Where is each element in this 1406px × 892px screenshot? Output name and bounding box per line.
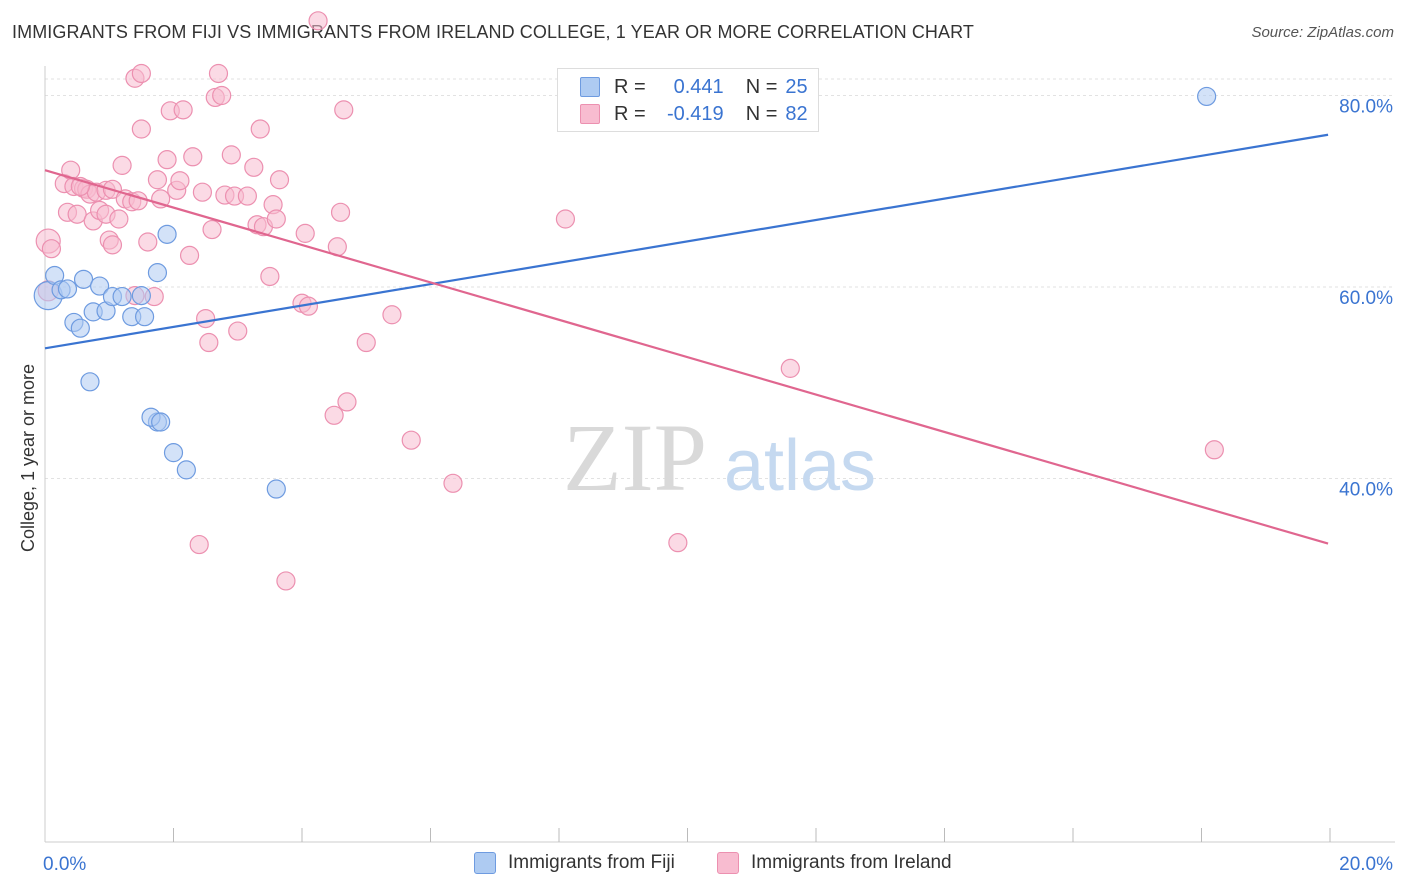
data-point-fiji [131,286,151,306]
data-point-ireland [157,150,177,170]
data-point-ireland [189,534,209,555]
source-label: Source: ZipAtlas.com [1251,24,1394,41]
data-point-ireland [179,245,200,266]
data-point-ireland [260,266,280,287]
legend-n-value: 25 [785,75,808,98]
data-point-fiji [73,269,94,289]
legend-swatch-fiji [580,77,600,97]
tick-labels: 100.0%80.0%60.0%40.0%0.0%20.0% [43,97,1393,876]
data-point-fiji [80,372,100,392]
y-tick-label: 80.0% [1339,97,1393,118]
data-point-ireland [295,223,315,243]
data-point-ireland [266,209,286,229]
y-tick-label: 40.0% [1339,480,1393,501]
data-point-ireland [324,405,344,425]
trend-line-fiji [44,133,1329,350]
data-point-ireland [102,235,123,255]
data-point-ireland [147,170,168,190]
data-point-ireland [330,202,351,222]
data-point-ireland [196,308,216,329]
data-point-ireland [138,232,158,252]
legend-row-fiji: R = 0.441 N = 25 [580,75,808,99]
legend-n-label: N = [745,102,778,125]
data-point-ireland [41,239,62,259]
legend-r-label: R = [614,102,646,125]
data-point-ireland [244,157,264,177]
data-point-ireland [228,321,248,341]
chart-title: IMMIGRANTS FROM FIJI VS IMMIGRANTS FROM … [12,22,975,42]
data-points [33,11,1224,591]
data-point-ireland [308,11,328,31]
watermark: ZIP atlas [563,404,876,511]
data-point-ireland [221,145,241,165]
trend-lines [44,133,1329,545]
data-point-ireland [192,182,213,202]
data-point-fiji [176,460,196,480]
bottom-legend-swatch-ireland [717,852,739,874]
y-tick-label: 60.0% [1339,288,1393,309]
data-point-fiji [157,224,177,244]
data-point-ireland [382,305,402,325]
x-tick-label: 0.0% [43,854,86,875]
watermark-atlas: atlas [724,426,876,506]
data-point-ireland [356,332,376,353]
data-point-ireland [334,100,354,120]
legend-r-value: -0.419 [666,102,724,125]
axes [44,66,1395,843]
data-point-ireland [1204,440,1224,460]
legend-row-ireland: R = -0.419 N = 82 [580,102,808,126]
bottom-legend-label-ireland: Immigrants from Ireland [751,852,952,873]
bottom-legend-ireland: Immigrants from Ireland [717,852,952,874]
bottom-legend-swatch-fiji [474,852,496,874]
x-tick-label: 20.0% [1339,854,1393,875]
data-point-ireland [337,392,357,412]
data-point-ireland [67,204,87,224]
data-point-fiji [147,263,168,283]
data-point-ireland [555,209,576,229]
data-point-ireland [237,186,257,206]
data-point-fiji [266,479,286,499]
data-point-ireland [668,533,688,553]
data-point-fiji [134,307,155,327]
data-point-fiji [112,286,132,307]
legend-r-value: 0.441 [673,75,724,98]
data-point-ireland [276,571,296,591]
data-point-ireland [443,473,463,493]
data-point-ireland [131,63,151,84]
data-point-ireland [212,85,232,106]
data-point-ireland [109,209,129,229]
data-point-ireland [199,332,219,353]
data-point-fiji [57,279,78,299]
data-point-ireland [183,147,203,167]
bottom-legend-label-fiji: Immigrants from Fiji [508,852,675,873]
data-point-ireland [208,63,229,84]
legend-r-label: R = [614,75,646,98]
data-point-ireland [202,219,222,240]
bottom-legend-fiji: Immigrants from Fiji [474,852,675,874]
data-point-ireland [780,358,800,378]
data-point-ireland [112,155,132,175]
y-axis-label: College, 1 year or more [18,364,38,552]
data-point-fiji [151,412,171,432]
data-point-fiji [163,443,184,463]
data-point-ireland [131,119,151,139]
watermark-zip: ZIP [563,404,707,511]
legend-n-label: N = [745,75,778,98]
data-point-ireland [250,119,270,139]
data-point-fiji [90,276,110,296]
correlation-legend: R = 0.441 N = 25 R = -0.419 N = 82 [557,68,819,132]
data-point-ireland [401,430,421,450]
data-point-fiji [70,318,90,338]
legend-n-value: 82 [785,102,808,125]
legend-swatch-ireland [580,104,600,124]
data-point-fiji [1197,86,1217,107]
data-point-ireland [173,100,193,120]
trend-line-ireland [44,169,1329,545]
data-point-ireland [269,170,290,190]
data-point-ireland [170,171,190,191]
